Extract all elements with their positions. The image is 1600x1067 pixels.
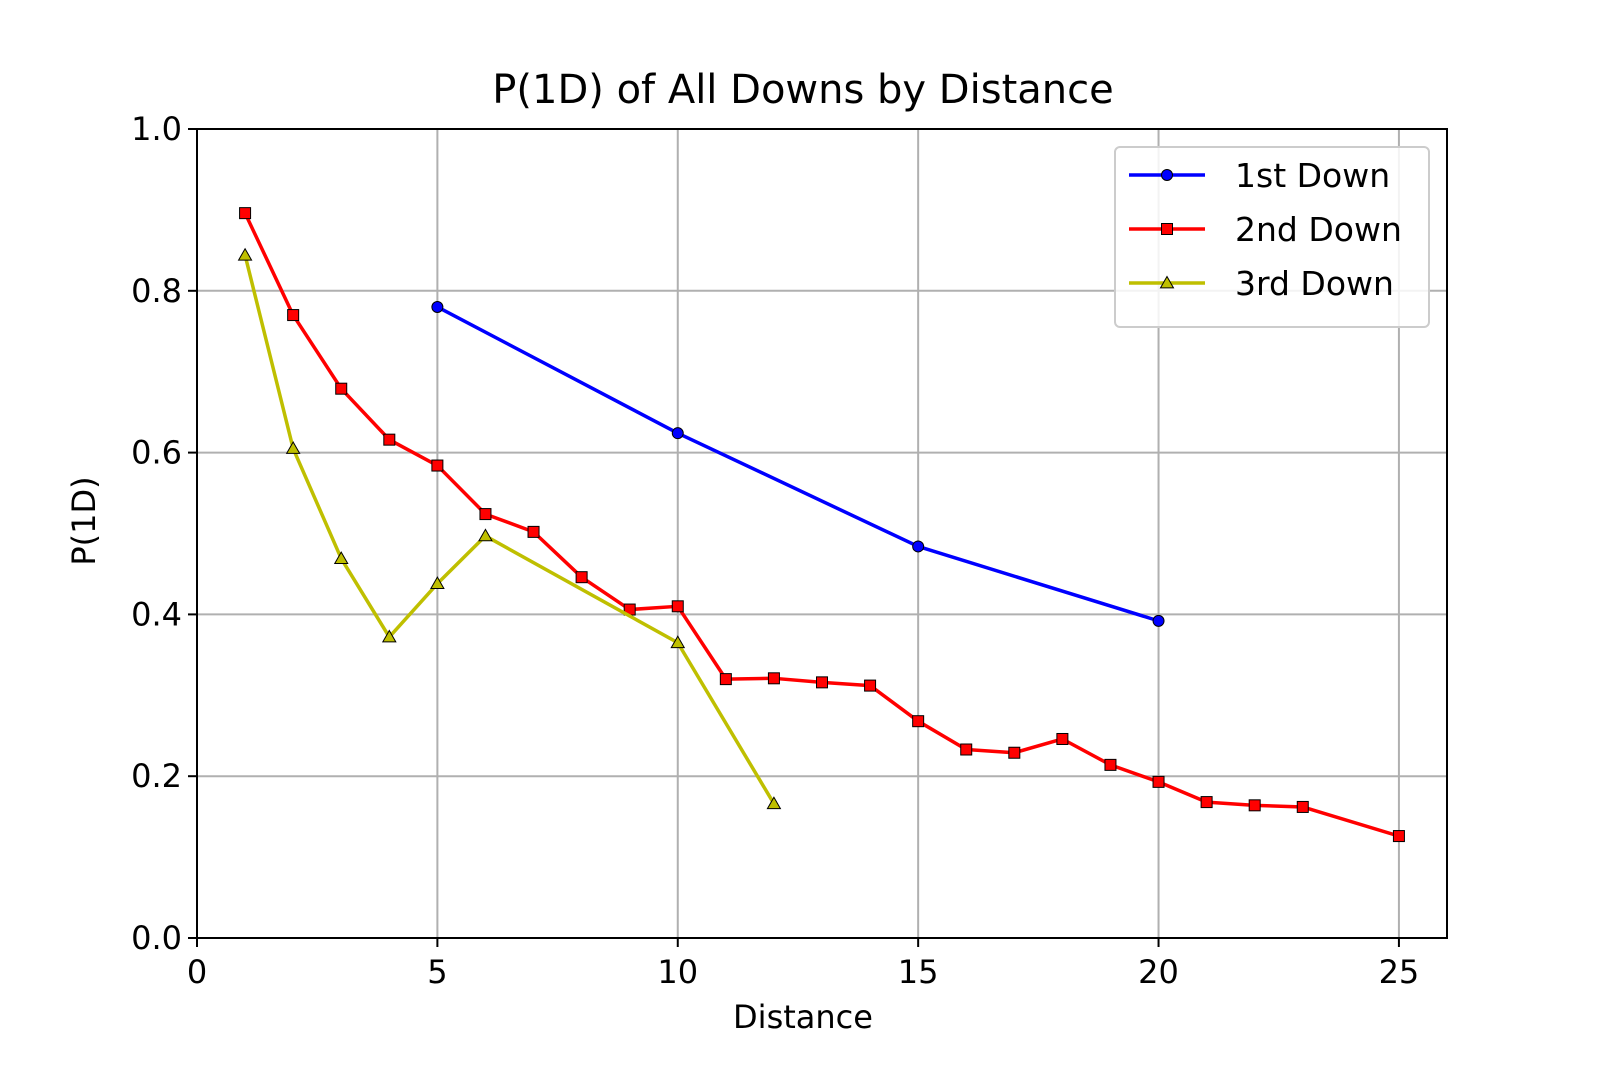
data-point: [1296, 800, 1309, 813]
legend-label: 1st Down: [1235, 156, 1390, 195]
series-layer: [237, 207, 1405, 843]
data-point: [431, 300, 444, 313]
y-tick-label: 0.6: [131, 434, 182, 472]
series-line-2nd-down: [243, 212, 1400, 838]
data-point: [1056, 732, 1069, 745]
data-point: [575, 571, 588, 584]
data-point: [1104, 758, 1117, 771]
data-point: [527, 525, 540, 538]
data-point: [479, 508, 492, 521]
y-axis-label: P(1D): [65, 476, 103, 565]
data-point: [239, 207, 252, 220]
data-point: [960, 743, 973, 756]
data-point: [478, 528, 493, 542]
data-point: [383, 433, 396, 446]
legend-label: 2nd Down: [1235, 210, 1402, 249]
data-point: [767, 672, 780, 685]
data-point: [766, 796, 782, 810]
data-point: [431, 459, 444, 472]
data-point: [1200, 796, 1213, 809]
data-point: [285, 441, 301, 454]
data-point: [1152, 775, 1165, 788]
y-tick-label: 0.2: [131, 757, 182, 795]
legend-marker: [1161, 169, 1173, 181]
y-tick-label: 1.0: [131, 110, 182, 148]
data-point: [335, 382, 348, 395]
legend-label: 3rd Down: [1235, 264, 1394, 303]
series-1st-down: [431, 300, 1165, 627]
data-point: [1248, 799, 1261, 812]
series-2nd-down: [239, 207, 1405, 843]
data-point: [381, 629, 397, 643]
data-point: [912, 540, 925, 553]
data-point: [333, 551, 349, 564]
legend-item-1st-down: 1st Down: [1129, 156, 1390, 195]
x-tick-label: 10: [657, 953, 698, 991]
data-point: [1392, 830, 1405, 843]
chart-title: P(1D) of All Downs by Distance: [492, 67, 1113, 113]
x-axis-label: Distance: [733, 998, 873, 1036]
legend: 1st Down 2nd Down 3rd Down: [1114, 146, 1430, 328]
data-point: [719, 673, 732, 686]
y-tick-label: 0.4: [131, 595, 182, 633]
x-tick-label: 20: [1138, 953, 1179, 991]
data-point: [670, 635, 686, 649]
plot-area-frame: [196, 128, 1448, 939]
series-3rd-down: [237, 247, 782, 810]
data-point: [1152, 614, 1165, 627]
legend-item-3rd-down: 3rd Down: [1129, 264, 1394, 303]
legend-marker: [1161, 223, 1173, 235]
y-tick-label: 0.0: [131, 919, 182, 957]
x-tick-label: 0: [187, 953, 207, 991]
legend-item-2nd-down: 2nd Down: [1129, 210, 1402, 249]
data-point: [671, 600, 684, 613]
x-tick-label: 15: [898, 953, 939, 991]
axis-ticks: 0 5 10 15 20 25 0.0 0.2 0.4 0.6 0.8 1.0: [131, 110, 1419, 991]
data-point: [287, 309, 300, 322]
data-point: [912, 715, 925, 728]
data-point: [237, 247, 253, 261]
data-point: [1008, 746, 1021, 759]
series-line-1st-down: [436, 305, 1160, 623]
y-tick-label: 0.8: [131, 272, 182, 310]
x-tick-label: 25: [1379, 953, 1420, 991]
data-point: [816, 676, 828, 689]
legend-marker: [1159, 275, 1175, 289]
data-point: [671, 427, 684, 440]
x-tick-label: 5: [427, 953, 447, 991]
data-point: [430, 576, 445, 590]
data-point: [864, 679, 877, 692]
series-line-3rd-down: [243, 254, 776, 805]
